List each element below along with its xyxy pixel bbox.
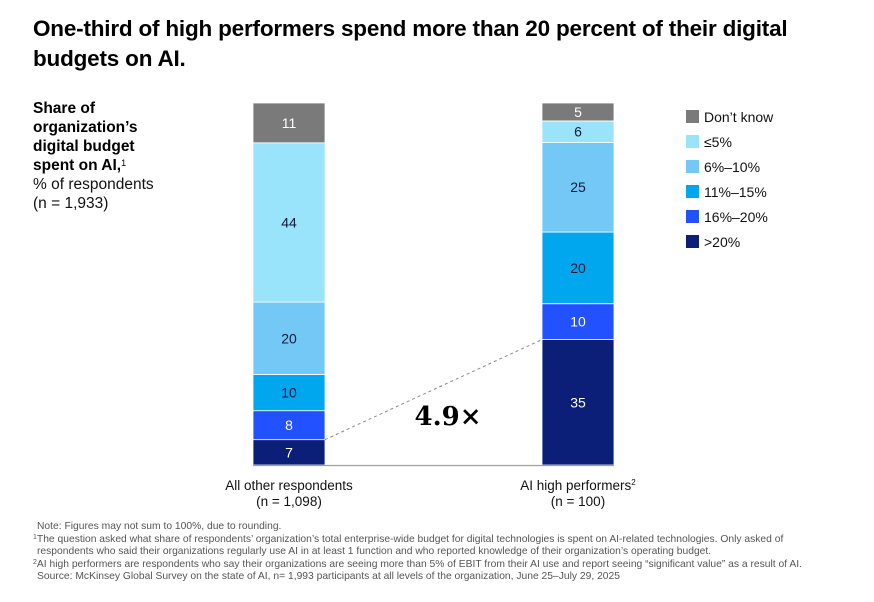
chart-title: One-third of high performers spend more … [33,16,788,71]
legend-item: 16%–20% [686,204,773,229]
legend-swatch [686,185,699,198]
category-label: All other respondents (n = 1,098) [199,478,379,510]
footnote-2: AI high performers are respondents who s… [36,558,802,570]
bar-segment [541,303,615,340]
bar-segment [541,102,615,122]
note-text: Note: Figures may not sum to 100%, due t… [37,521,282,532]
legend-swatch [686,210,699,223]
legend-item: 6%–10% [686,154,773,179]
legend-label: ≤5% [704,133,732,150]
category-label: AI high performers2 (n = 100) [488,478,668,510]
bar-value-label: 8 [285,417,293,433]
y-label-line: Share of [33,100,96,117]
bar-segment [541,142,615,233]
bar-value-label: 20 [570,260,586,276]
y-label-unit: % of respondents [33,176,154,193]
bar-segment [541,231,615,305]
legend-swatch [686,160,699,173]
bar-value-label: 44 [281,214,297,230]
legend-label: Don’t know [704,108,774,125]
bar-segment [252,374,326,412]
bar-segment [541,339,615,466]
bar-value-label: 7 [285,444,293,460]
bar-value-label: 6 [574,124,582,140]
bar-value-label: 25 [570,179,586,195]
legend-swatch [686,135,699,148]
bar-value-label: 11 [282,115,297,131]
y-label-sample: (n = 1,933) [33,195,109,212]
legend-label: 11%–15% [704,183,767,200]
footnote-mark: 1 [121,158,127,168]
bar-segment [252,410,326,441]
bar-segment [252,301,326,375]
bar-segment [252,439,326,466]
legend-label: 16%–20% [704,208,768,225]
legend-swatch [686,110,699,123]
category-sample-size: (n = 100) [550,494,606,509]
footnote-1-continued: respondents who said their organizations… [37,546,712,558]
footnote-mark: 2 [33,558,37,566]
footnotes: Note: Figures may not sum to 100%, due t… [33,521,873,584]
y-axis-label: Share of organization’s digital budget s… [33,99,233,213]
category-name: AI high performers [520,478,632,493]
legend-item: ≤5% [686,129,773,154]
footnote-mark: 2 [631,478,636,487]
multiplier-annotation: 4.9× [414,402,482,432]
legend-item: >20% [686,229,773,254]
legend-item: Don’t know [686,104,773,129]
category-sample-size: (n = 1,098) [256,494,322,509]
bar-value-label: 10 [570,314,586,330]
footnote-mark: 1 [33,533,37,541]
bar-segment [252,142,326,303]
legend-label: 6%–10% [704,158,761,175]
category-name: All other respondents [225,478,353,493]
bar-segment [252,102,326,144]
comparison-connector-line [324,339,543,441]
source-text: Source: McKinsey Global Survey on the st… [37,571,620,583]
footnote-1: The question asked what share of respond… [36,533,784,545]
bar-value-label: 20 [281,330,297,346]
bar-value-label: 35 [570,394,586,410]
y-label-line: organization’s [33,119,138,136]
legend-label: >20% [704,233,741,250]
legend-item: 11%–15% [686,179,773,204]
bar-value-label: 10 [281,385,297,401]
y-label-line: digital budget [33,138,135,155]
y-label-line: spent on AI, [33,157,122,174]
legend-swatch [686,235,699,248]
legend: Don’t know ≤5% 6%–10% 11%–15% 16%–20% >2… [686,104,773,254]
bar-value-label: 5 [574,104,582,120]
